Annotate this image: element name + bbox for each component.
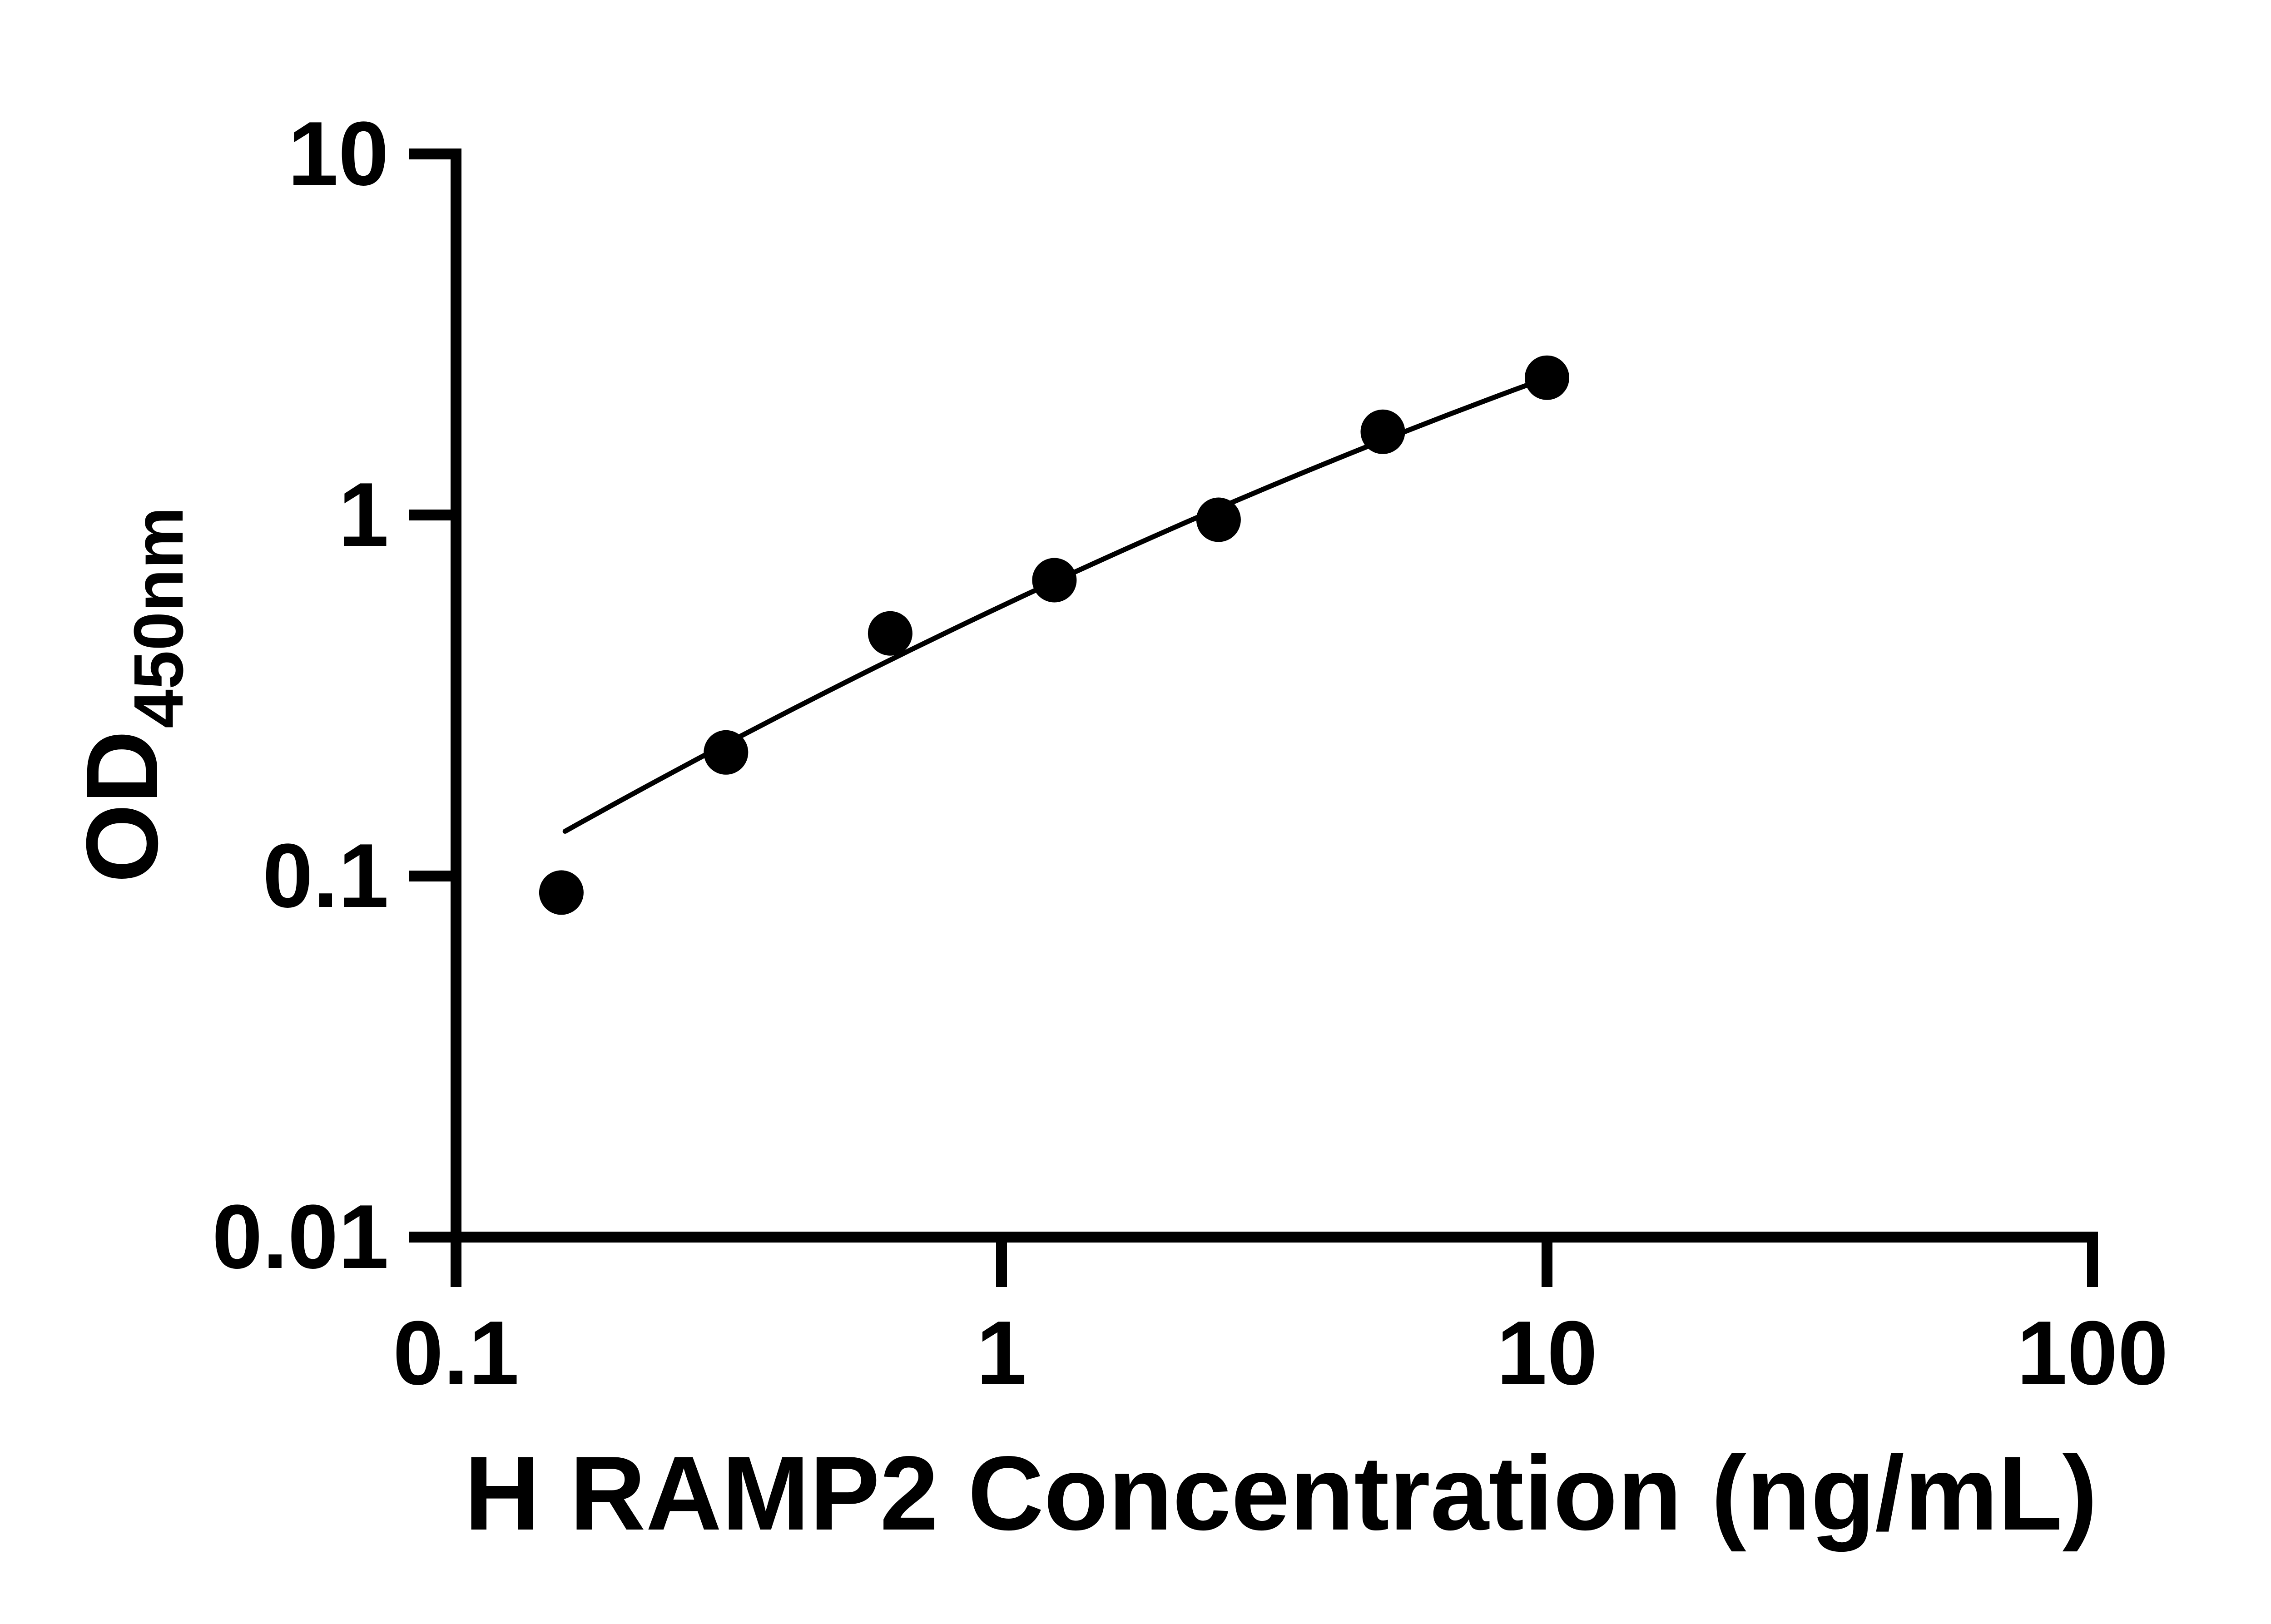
x-tick-label-100: 100 [2017, 1302, 2168, 1404]
data-point-6 [1360, 409, 1405, 454]
y-tick-label-0.1: 0.1 [263, 825, 389, 926]
data-point-1 [539, 870, 584, 915]
x-tick-label-0.1: 0.1 [393, 1302, 519, 1404]
x-ticks-group [451, 1237, 2098, 1287]
y-tick-label-10: 10 [288, 103, 389, 204]
x-axis-title: H RAMP2 Concentration (ng/mL) [464, 1435, 2097, 1552]
y-tick-label-1: 1 [338, 464, 389, 565]
x-tick-label-10: 10 [1497, 1302, 1597, 1404]
data-point-4 [1032, 558, 1077, 603]
data-point-3 [868, 611, 912, 656]
y-axis-title-subscript: 450nm [119, 507, 198, 728]
x-tick-label-1: 1 [976, 1302, 1026, 1404]
data-point-2 [704, 730, 749, 775]
y-axis-title-main: OD [65, 730, 179, 883]
x-tick-labels-group: 0.1 1 10 100 [393, 1302, 2168, 1404]
y-ticks-group [409, 149, 456, 1243]
data-points-group [539, 355, 1569, 915]
data-point-7 [1525, 355, 1569, 400]
axes-group [451, 149, 2098, 1243]
data-point-5 [1196, 497, 1241, 542]
y-tick-labels-group: 10 1 0.1 0.01 [212, 103, 389, 1287]
y-tick-label-0.01: 0.01 [212, 1186, 389, 1287]
y-axis-title: OD 450nm [65, 507, 198, 883]
